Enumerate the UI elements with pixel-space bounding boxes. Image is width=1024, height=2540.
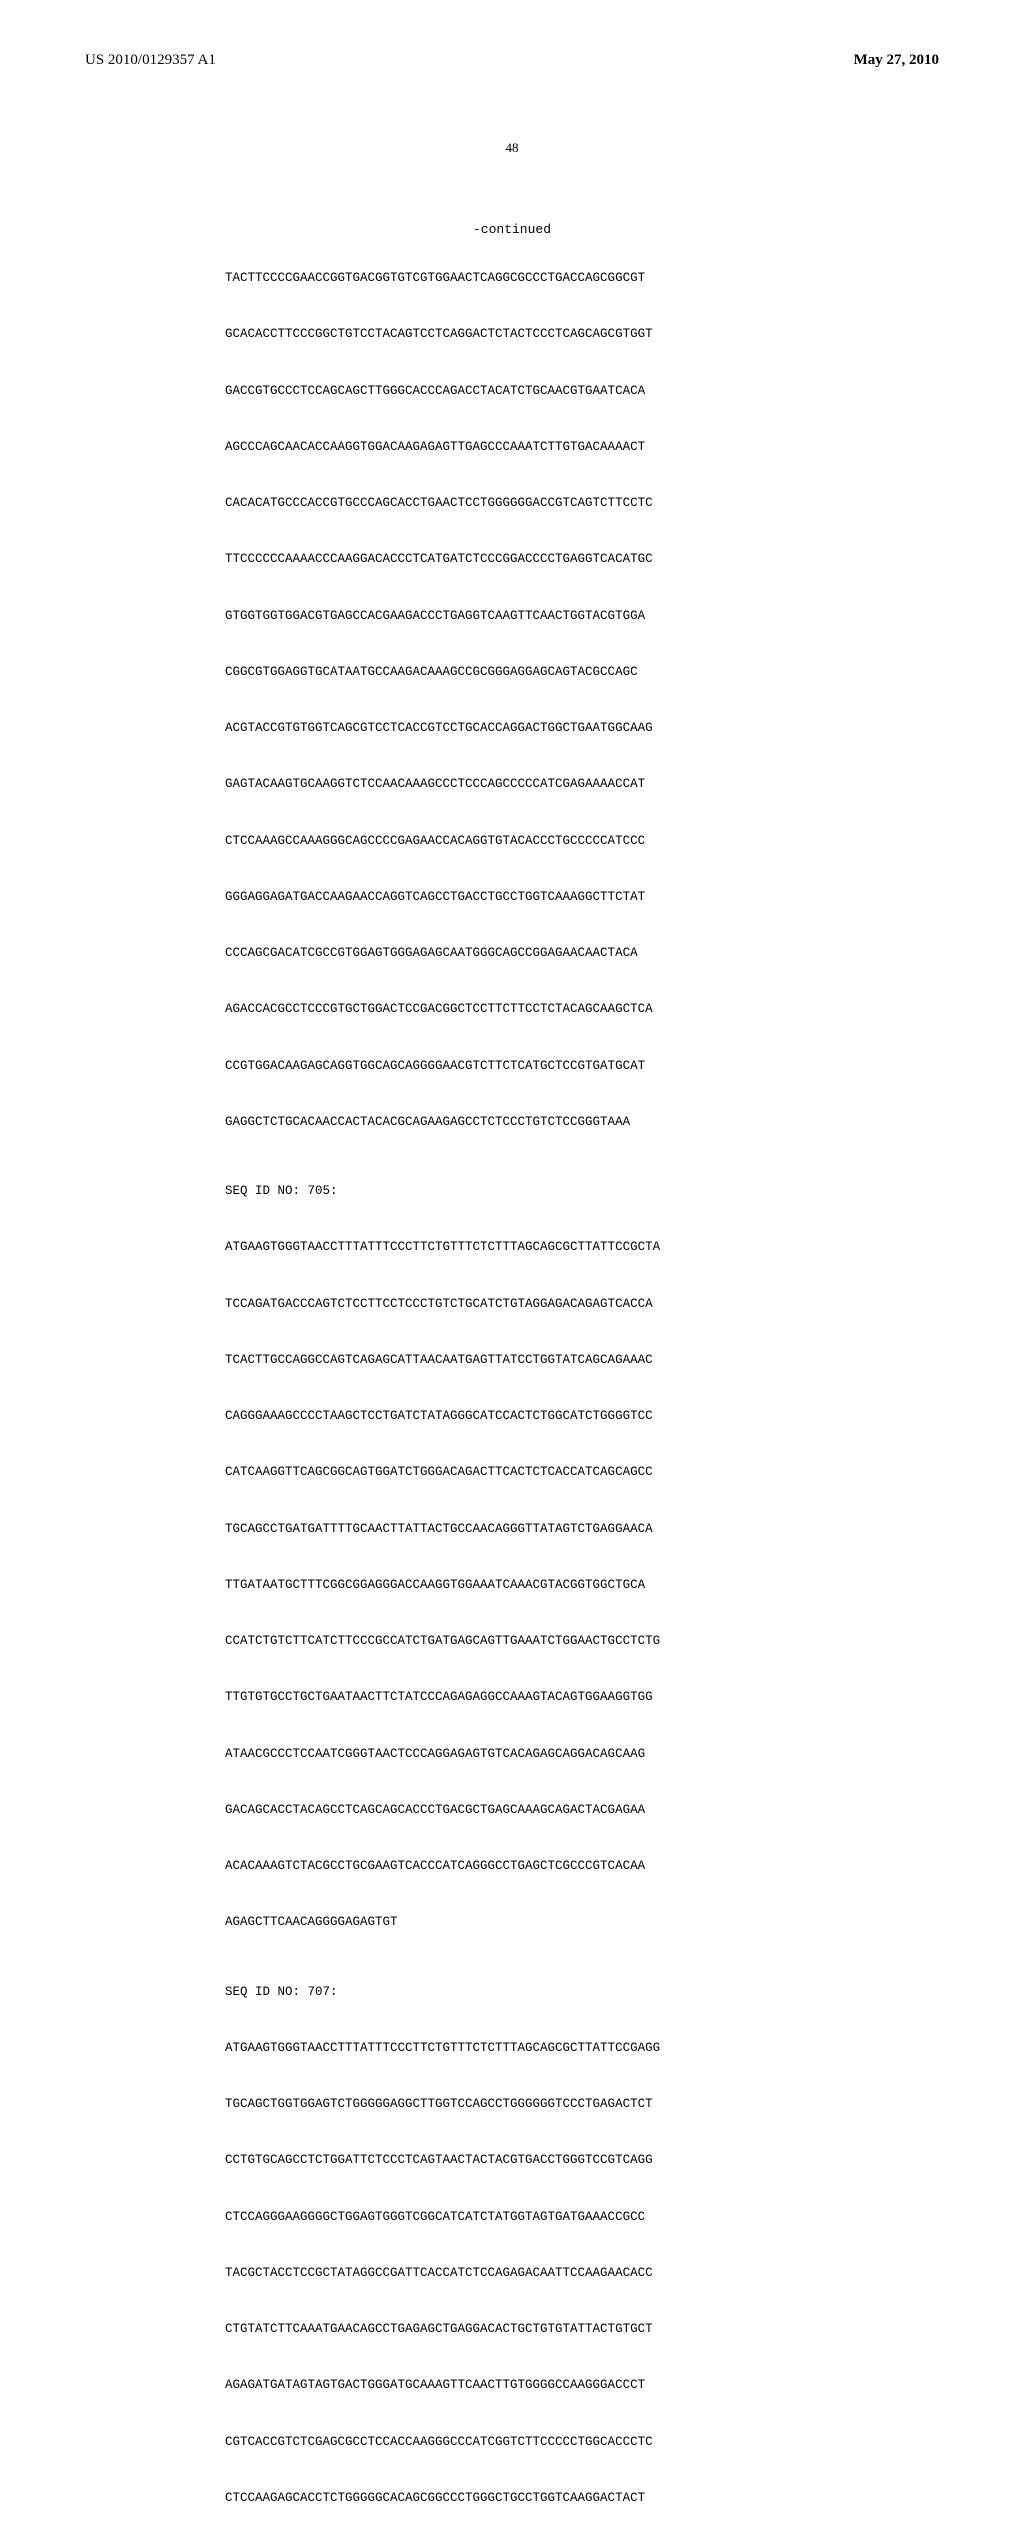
- seq-line: AGAGATGATAGTAGTGACTGGGATGCAAAGTTCAACTTGT…: [225, 2371, 799, 2399]
- seq-line: CTCCAGGGAAGGGGCTGGAGTGGGTCGGCATCATCTATGG…: [225, 2203, 799, 2231]
- seq-line: ACACAAAGTCTACGCCTGCGAAGTCACCCATCAGGGCCTG…: [225, 1852, 799, 1880]
- seq-line: GACCGTGCCCTCCAGCAGCTTGGGCACCCAGACCTACATC…: [225, 377, 799, 405]
- seq-line: TACTTCCCCGAACCGGTGACGGTGTCGTGGAACTCAGGCG…: [225, 264, 799, 292]
- seq-line: ATGAAGTGGGTAACCTTTATTTCCCTTCTGTTTCTCTTTA…: [225, 1233, 799, 1261]
- seq-line: ACGTACCGTGTGGTCAGCGTCCTCACCGTCCTGCACCAGG…: [225, 714, 799, 742]
- page-number: 48: [506, 140, 519, 156]
- seq-line: GTGGTGGTGGACGTGAGCCACGAAGACCCTGAGGTCAAGT…: [225, 602, 799, 630]
- seq-line: TACGCTACCTCCGCTATAGGCCGATTCACCATCTCCAGAG…: [225, 2259, 799, 2287]
- seq-line: TCCAGATGACCCAGTCTCCTTCCTCCCTGTCTGCATCTGT…: [225, 1290, 799, 1318]
- seq-line: CCCAGCGACATCGCCGTGGAGTGGGAGAGCAATGGGCAGC…: [225, 939, 799, 967]
- seq-line: TGCAGCCTGATGATTTTGCAACTTATTACTGCCAACAGGG…: [225, 1515, 799, 1543]
- seq-line: CGGCGTGGAGGTGCATAATGCCAAGACAAAGCCGCGGGAG…: [225, 658, 799, 686]
- seq-line: TGCAGCTGGTGGAGTCTGGGGGAGGCTTGGTCCAGCCTGG…: [225, 2090, 799, 2118]
- seq-id-header: SEQ ID NO: 707:: [225, 1978, 799, 2006]
- seq-line: GCACACCTTCCCGGCTGTCCTACAGTCCTCAGGACTCTAC…: [225, 320, 799, 348]
- seq-line: AGCCCAGCAACACCAAGGTGGACAAGAGAGTTGAGCCCAA…: [225, 433, 799, 461]
- sequence-content: TACTTCCCCGAACCGGTGACGGTGTCGTGGAACTCAGGCG…: [225, 236, 799, 2540]
- seq-line: GGGAGGAGATGACCAAGAACCAGGTCAGCCTGACCTGCCT…: [225, 883, 799, 911]
- seq-line: CCTGTGCAGCCTCTGGATTCTCCCTCAGTAACTACTACGT…: [225, 2146, 799, 2174]
- seq-line: CCGTGGACAAGAGCAGGTGGCAGCAGGGGAACGTCTTCTC…: [225, 1052, 799, 1080]
- seq-line: TTCCCCCCAAAACCCAAGGACACCCTCATGATCTCCCGGA…: [225, 545, 799, 573]
- seq-line: TCACTTGCCAGGCCAGTCAGAGCATTAACAATGAGTTATC…: [225, 1346, 799, 1374]
- seq-line: CGTCACCGTCTCGAGCGCCTCCACCAAGGGCCCATCGGTC…: [225, 2428, 799, 2456]
- seq-line: CTGTATCTTCAAATGAACAGCCTGAGAGCTGAGGACACTG…: [225, 2315, 799, 2343]
- seq-line: CCATCTGTCTTCATCTTCCCGCCATCTGATGAGCAGTTGA…: [225, 1627, 799, 1655]
- seq-line: AGAGCTTCAACAGGGGAGAGTGT: [225, 1908, 799, 1936]
- seq-line: GAGTACAAGTGCAAGGTCTCCAACAAAGCCCTCCCAGCCC…: [225, 770, 799, 798]
- continued-label: -continued: [473, 222, 551, 237]
- seq-line: AGACCACGCCTCCCGTGCTGGACTCCGACGGCTCCTTCTT…: [225, 995, 799, 1023]
- seq-line: ATAACGCCCTCCAATCGGGTAACTCCCAGGAGAGTGTCAC…: [225, 1740, 799, 1768]
- seq-line: CACACATGCCCACCGTGCCCAGCACCTGAACTCCTGGGGG…: [225, 489, 799, 517]
- seq-line: TTGATAATGCTTTCGGCGGAGGGACCAAGGTGGAAATCAA…: [225, 1571, 799, 1599]
- seq-line: CAGGGAAAGCCCCTAAGCTCCTGATCTATAGGGCATCCAC…: [225, 1402, 799, 1430]
- publication-number: US 2010/0129357 A1: [85, 52, 216, 69]
- publication-date: May 27, 2010: [854, 52, 939, 69]
- seq-line: ATGAAGTGGGTAACCTTTATTTCCCTTCTGTTTCTCTTTA…: [225, 2034, 799, 2062]
- seq-line: CTCCAAAGCCAAAGGGCAGCCCCGAGAACCACAGGTGTAC…: [225, 827, 799, 855]
- seq-line: GAGGCTCTGCACAACCACTACACGCAGAAGAGCCTCTCCC…: [225, 1108, 799, 1136]
- seq-line: TTGTGTGCCTGCTGAATAACTTCTATCCCAGAGAGGCCAA…: [225, 1683, 799, 1711]
- seq-line: GACAGCACCTACAGCCTCAGCAGCACCCTGACGCTGAGCA…: [225, 1796, 799, 1824]
- seq-line: CATCAAGGTTCAGCGGCAGTGGATCTGGGACAGACTTCAC…: [225, 1458, 799, 1486]
- seq-id-header: SEQ ID NO: 705:: [225, 1177, 799, 1205]
- seq-line: CTCCAAGAGCACCTCTGGGGGCACAGCGGCCCTGGGCTGC…: [225, 2484, 799, 2512]
